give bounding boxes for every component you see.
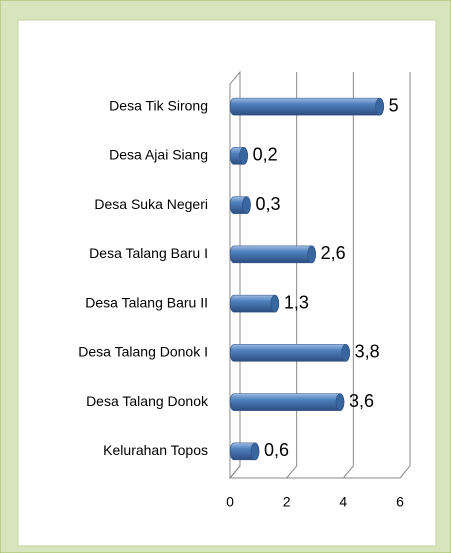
bar: [229, 196, 251, 214]
bar-cap: [250, 442, 260, 461]
bar-cap: [270, 294, 280, 313]
bar-cap: [239, 147, 248, 165]
y-tick-label: Desa Ajai Siang: [109, 147, 208, 163]
bar: [229, 245, 316, 264]
bar: [229, 97, 384, 116]
data-label: 0,6: [264, 440, 289, 460]
bar-cap: [375, 97, 384, 116]
grid-line: [286, 72, 298, 479]
y-tick-label: Desa Talang Baru I: [89, 245, 208, 261]
bar-cap: [242, 196, 251, 214]
x-tick-label: 2: [283, 494, 291, 510]
y-tick-label: Kelurahan Topos: [103, 442, 208, 458]
data-label: 1,3: [284, 292, 309, 312]
x-tick-label: 6: [396, 494, 404, 510]
bar: [229, 147, 248, 165]
data-label: 3,8: [355, 342, 380, 362]
bar: [229, 294, 280, 313]
y-tick-label: Desa Talang Baru II: [85, 294, 208, 310]
y-tick-label: Desa Talang Donok: [86, 393, 209, 409]
x-tick-label: 0: [226, 494, 234, 510]
bar-cap: [341, 344, 350, 362]
data-label: 2,6: [321, 243, 346, 263]
data-label: 5: [389, 95, 399, 115]
data-label: 0,2: [253, 145, 278, 165]
y-tick-label: Desa Tik Sirong: [109, 97, 208, 113]
x-tick-label: 4: [339, 494, 347, 510]
bar-cap: [307, 245, 316, 264]
bar-body: [229, 393, 345, 411]
bar: [229, 393, 345, 411]
bar: [229, 344, 350, 362]
y-tick-label: Desa Suka Negeri: [94, 196, 208, 212]
bar-cap: [335, 393, 345, 411]
bar-body: [229, 97, 384, 116]
data-label: 0,3: [256, 194, 281, 214]
y-tick-label: Desa Talang Donok I: [78, 344, 208, 360]
bar: [229, 442, 260, 461]
bar-body: [229, 245, 316, 264]
bar-body: [229, 344, 350, 362]
grid-line: [342, 72, 354, 479]
data-label: 3,6: [349, 391, 374, 411]
grid-line: [399, 72, 411, 479]
